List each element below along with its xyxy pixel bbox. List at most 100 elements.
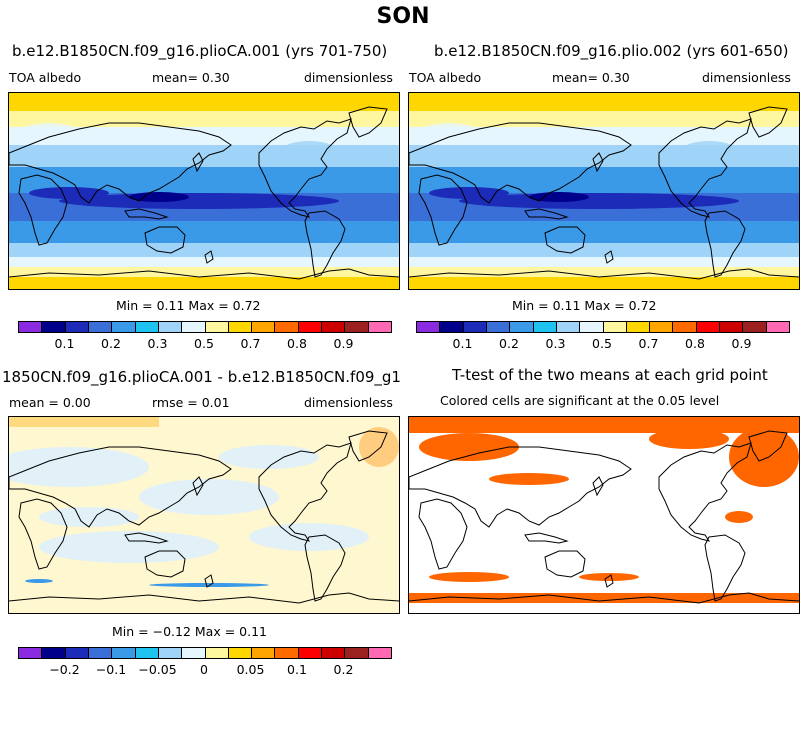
albedo-band (409, 277, 799, 289)
coastline (592, 152, 604, 173)
colorbar-tick-label: 0.1 (452, 336, 473, 351)
colorbar-swatch (345, 648, 369, 658)
albedo-band (9, 221, 399, 243)
coastline (658, 442, 752, 542)
coastline (544, 550, 586, 578)
albedo-band (409, 111, 799, 127)
colorbar-swatch (533, 322, 557, 332)
colorbar-tick-label: 0.2 (499, 336, 519, 351)
sig-region (489, 473, 569, 485)
colorbar-swatch (603, 322, 627, 332)
diff-positive-region (9, 417, 159, 427)
panel-3-colorbar (18, 647, 392, 659)
albedo-high-region (419, 123, 479, 143)
albedo-band (9, 277, 399, 289)
colorbar-swatch (252, 648, 276, 658)
colorbar-swatch (158, 648, 183, 658)
colorbar-swatch (65, 648, 89, 658)
colorbar-tick-label: 0.7 (240, 336, 261, 351)
coastline (9, 122, 232, 204)
panel-3-units: dimensionless (304, 395, 393, 410)
panel-2-map (408, 92, 800, 290)
colorbar-swatch (626, 322, 651, 332)
albedo-band (409, 145, 799, 167)
colorbar-swatch (440, 322, 464, 332)
colorbar-swatch (673, 322, 697, 332)
albedo-band (409, 221, 799, 243)
coastline (204, 250, 214, 264)
colorbar-swatch (205, 648, 229, 658)
colorbar-swatch (275, 648, 299, 658)
coastline (348, 106, 388, 138)
colorbar-tick-label: 0.2 (333, 662, 354, 677)
coastline (144, 226, 186, 254)
panel-4-title: T-test of the two means at each grid poi… (452, 366, 768, 384)
sig-region (409, 417, 799, 433)
coastline (304, 534, 346, 602)
albedo-band (9, 111, 399, 127)
colorbar-tick-label: 0.3 (147, 336, 168, 351)
colorbar-swatch (345, 322, 369, 332)
colorbar-swatch (298, 322, 323, 332)
colorbar-tick-label: 0.1 (54, 336, 75, 351)
colorbar-swatch (322, 322, 346, 332)
colorbar-swatch (19, 648, 43, 658)
coastline (9, 446, 232, 528)
coastline (418, 498, 468, 570)
colorbar-swatch (65, 322, 89, 332)
albedo-mid-region (679, 141, 739, 165)
diff-negative-region (219, 445, 319, 469)
albedo-low-region (129, 192, 189, 202)
colorbar-swatch (112, 322, 136, 332)
coastline (258, 442, 352, 542)
albedo-low-region (529, 192, 589, 202)
panel-2-mean: mean= 0.30 (552, 70, 630, 85)
albedo-low-region (429, 187, 509, 199)
coastline (409, 122, 632, 204)
panel-1-title: b.e12.B1850CN.f09_g16.plioCA.001 (yrs 70… (12, 42, 388, 60)
panel-1-colorbar (18, 321, 392, 333)
coastline (192, 152, 204, 173)
coastline (124, 532, 169, 544)
coastline (192, 476, 204, 497)
colorbar-tick-label: 0.9 (731, 336, 752, 351)
colorbar-tick-label: 0.5 (194, 336, 214, 351)
colorbar-swatch (88, 322, 113, 332)
albedo-band (9, 257, 399, 267)
colorbar-swatch (42, 322, 66, 332)
albedo-high-region (19, 123, 79, 143)
sig-region (729, 427, 799, 487)
colorbar-tick-label: 0.3 (545, 336, 566, 351)
colorbar-tick-label: 0.9 (333, 336, 354, 351)
sig-region (579, 573, 639, 581)
panel-2-minmax: Min = 0.11 Max = 0.72 (512, 298, 657, 313)
coastline (144, 550, 186, 578)
colorbar-tick-label: 0.05 (236, 662, 265, 677)
colorbar-swatch (766, 322, 789, 332)
colorbar-swatch (322, 648, 346, 658)
colorbar-swatch (368, 648, 391, 658)
panel-1-variable: TOA albedo (9, 70, 82, 85)
coastline (592, 476, 604, 497)
panel-3-rmse: rmse = 0.01 (152, 395, 230, 410)
panel-4-subtitle: Colored cells are significant at the 0.0… (440, 393, 720, 408)
colorbar-swatch (275, 322, 299, 332)
panel-3-map (8, 416, 400, 614)
panel-4-map (408, 416, 800, 614)
coastline (704, 534, 746, 602)
colorbar-tick-label: 0.2 (101, 336, 121, 351)
colorbar-tick-label: −0.1 (95, 662, 127, 677)
diff-negative-region (39, 507, 139, 527)
colorbar-tick-label: 0.8 (287, 336, 307, 351)
coastline (258, 118, 352, 218)
panel-2-title: b.e12.B1850CN.f09_g16.plio.002 (yrs 601-… (434, 42, 789, 60)
albedo-band (409, 243, 799, 257)
colorbar-tick-label: 0.8 (685, 336, 705, 351)
colorbar-swatch (158, 322, 183, 332)
albedo-band (409, 127, 799, 145)
coastline (124, 208, 169, 220)
colorbar-tick-label: −0.2 (49, 662, 80, 677)
colorbar-swatch (417, 322, 441, 332)
albedo-band (9, 93, 399, 111)
sig-region (409, 593, 799, 603)
